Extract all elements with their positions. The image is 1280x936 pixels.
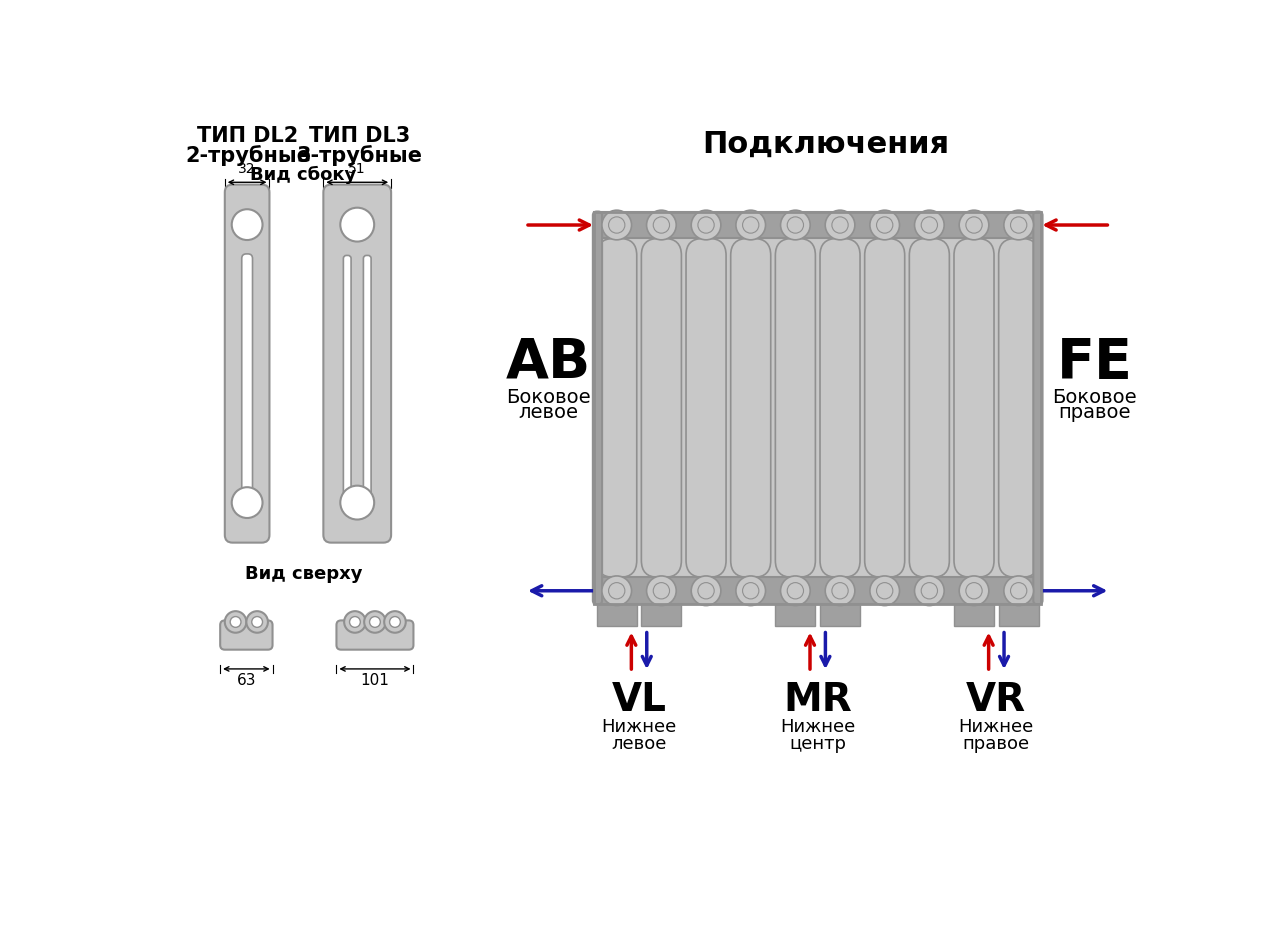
Circle shape xyxy=(384,611,406,633)
Text: правое: правое xyxy=(963,734,1030,752)
Circle shape xyxy=(870,211,900,241)
Circle shape xyxy=(646,211,676,241)
Circle shape xyxy=(389,617,401,628)
Text: Боковое: Боковое xyxy=(1052,388,1137,406)
Circle shape xyxy=(232,210,262,241)
Bar xyxy=(594,212,1041,240)
FancyBboxPatch shape xyxy=(998,240,1038,578)
Text: 51: 51 xyxy=(348,161,366,175)
Text: VL: VL xyxy=(612,680,667,718)
Bar xyxy=(641,605,681,626)
Circle shape xyxy=(691,211,721,241)
Text: 2-трубные: 2-трубные xyxy=(184,145,311,166)
Text: Нижнее: Нижнее xyxy=(602,717,677,735)
Bar xyxy=(594,212,1041,605)
Circle shape xyxy=(826,577,855,606)
Text: левое: левое xyxy=(518,402,579,422)
Text: Нижнее: Нижнее xyxy=(959,717,1034,735)
Circle shape xyxy=(781,211,810,241)
FancyBboxPatch shape xyxy=(343,256,351,503)
Circle shape xyxy=(602,577,631,606)
Circle shape xyxy=(736,211,765,241)
Text: 32: 32 xyxy=(238,161,256,175)
Circle shape xyxy=(691,577,721,606)
FancyBboxPatch shape xyxy=(909,240,950,578)
Text: ТИП DL3: ТИП DL3 xyxy=(308,126,410,146)
Text: Вид сбоку: Вид сбоку xyxy=(250,167,356,184)
Circle shape xyxy=(646,577,676,606)
FancyBboxPatch shape xyxy=(731,240,771,578)
Bar xyxy=(596,605,636,626)
Circle shape xyxy=(602,211,631,241)
FancyBboxPatch shape xyxy=(865,240,905,578)
Text: правое: правое xyxy=(1059,402,1132,422)
Circle shape xyxy=(914,211,945,241)
FancyBboxPatch shape xyxy=(324,185,392,543)
Circle shape xyxy=(781,577,810,606)
FancyBboxPatch shape xyxy=(364,256,371,503)
Text: 3-трубные: 3-трубные xyxy=(297,145,422,166)
Circle shape xyxy=(370,617,380,628)
FancyBboxPatch shape xyxy=(220,621,273,650)
Circle shape xyxy=(914,577,945,606)
Circle shape xyxy=(340,486,374,520)
Circle shape xyxy=(1004,577,1033,606)
Circle shape xyxy=(870,577,900,606)
Bar xyxy=(776,605,815,626)
Bar xyxy=(820,605,860,626)
Circle shape xyxy=(365,611,385,633)
Circle shape xyxy=(1004,211,1033,241)
Text: 63: 63 xyxy=(237,672,256,687)
Circle shape xyxy=(344,611,366,633)
Text: FE: FE xyxy=(1057,335,1133,389)
FancyBboxPatch shape xyxy=(954,240,995,578)
Circle shape xyxy=(252,617,262,628)
FancyBboxPatch shape xyxy=(242,255,252,503)
Text: Подключения: Подключения xyxy=(701,129,948,158)
Text: MR: MR xyxy=(783,680,852,718)
Circle shape xyxy=(232,488,262,519)
FancyBboxPatch shape xyxy=(776,240,815,578)
Text: ТИП DL2: ТИП DL2 xyxy=(197,126,298,146)
Bar xyxy=(594,578,1041,605)
Circle shape xyxy=(736,577,765,606)
Circle shape xyxy=(340,209,374,242)
Text: VR: VR xyxy=(966,680,1027,718)
Text: 101: 101 xyxy=(361,672,389,687)
Circle shape xyxy=(230,617,241,628)
FancyBboxPatch shape xyxy=(1033,212,1042,605)
FancyBboxPatch shape xyxy=(596,240,636,578)
Text: Нижнее: Нижнее xyxy=(780,717,855,735)
Circle shape xyxy=(225,611,246,633)
Text: Вид сверху: Вид сверху xyxy=(244,564,362,582)
FancyBboxPatch shape xyxy=(593,212,602,605)
Circle shape xyxy=(959,211,989,241)
Circle shape xyxy=(246,611,268,633)
Text: Боковое: Боковое xyxy=(506,388,590,406)
FancyBboxPatch shape xyxy=(641,240,681,578)
FancyBboxPatch shape xyxy=(225,185,270,543)
Text: центр: центр xyxy=(790,734,846,752)
Circle shape xyxy=(826,211,855,241)
Text: левое: левое xyxy=(612,734,667,752)
Bar xyxy=(998,605,1038,626)
Circle shape xyxy=(959,577,989,606)
Circle shape xyxy=(349,617,361,628)
FancyBboxPatch shape xyxy=(337,621,413,650)
Bar xyxy=(594,212,1041,605)
FancyBboxPatch shape xyxy=(820,240,860,578)
Text: AB: AB xyxy=(506,335,591,389)
FancyBboxPatch shape xyxy=(686,240,726,578)
Bar xyxy=(954,605,995,626)
